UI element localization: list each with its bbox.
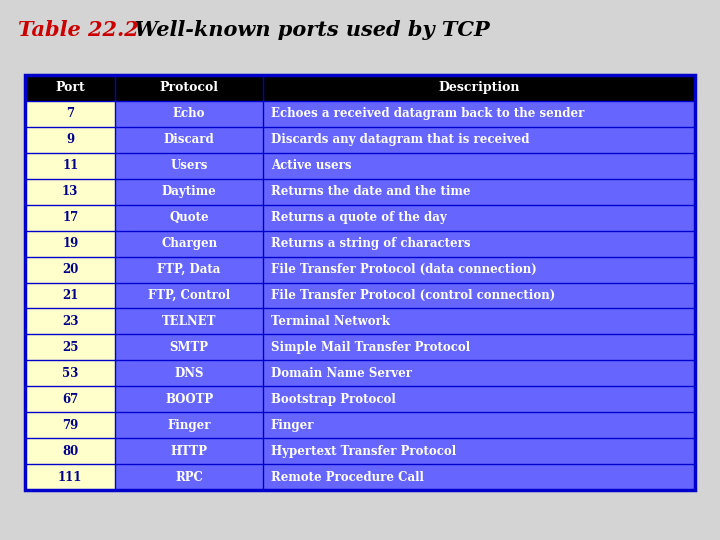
Bar bbox=[25, 256, 115, 282]
Text: FTP, Data: FTP, Data bbox=[158, 263, 221, 276]
Text: Returns a quote of the day: Returns a quote of the day bbox=[271, 211, 446, 224]
Bar bbox=[115, 205, 263, 231]
Text: Port: Port bbox=[55, 82, 85, 94]
Bar bbox=[25, 386, 115, 412]
Bar bbox=[25, 282, 115, 308]
Text: Finger: Finger bbox=[271, 418, 315, 431]
Text: Simple Mail Transfer Protocol: Simple Mail Transfer Protocol bbox=[271, 341, 470, 354]
Bar bbox=[25, 360, 115, 386]
Bar bbox=[25, 179, 115, 205]
Text: Finger: Finger bbox=[167, 418, 211, 431]
Bar bbox=[115, 282, 263, 308]
Text: Returns the date and the time: Returns the date and the time bbox=[271, 185, 470, 198]
Bar bbox=[115, 179, 263, 205]
Text: DNS: DNS bbox=[174, 367, 204, 380]
Bar bbox=[263, 231, 695, 256]
Text: Discards any datagram that is received: Discards any datagram that is received bbox=[271, 133, 529, 146]
Bar bbox=[263, 127, 695, 153]
Bar bbox=[25, 438, 115, 464]
Text: Discard: Discard bbox=[163, 133, 215, 146]
Bar bbox=[115, 334, 263, 360]
Bar bbox=[263, 101, 695, 127]
Bar bbox=[263, 179, 695, 205]
Bar bbox=[263, 205, 695, 231]
Text: HTTP: HTTP bbox=[171, 444, 207, 457]
Bar bbox=[25, 231, 115, 256]
Bar bbox=[25, 464, 115, 490]
Bar bbox=[263, 438, 695, 464]
Text: RPC: RPC bbox=[175, 470, 203, 483]
Bar bbox=[263, 153, 695, 179]
Text: 13: 13 bbox=[62, 185, 78, 198]
Bar bbox=[263, 386, 695, 412]
Bar bbox=[115, 256, 263, 282]
Bar bbox=[263, 464, 695, 490]
Bar bbox=[25, 101, 115, 127]
Text: File Transfer Protocol (control connection): File Transfer Protocol (control connecti… bbox=[271, 289, 555, 302]
Bar bbox=[25, 75, 695, 490]
Text: Daytime: Daytime bbox=[162, 185, 217, 198]
Bar bbox=[25, 75, 695, 101]
Bar bbox=[25, 153, 115, 179]
Bar bbox=[263, 256, 695, 282]
Bar bbox=[115, 464, 263, 490]
Text: Users: Users bbox=[171, 159, 208, 172]
Bar bbox=[263, 308, 695, 334]
Text: BOOTP: BOOTP bbox=[165, 393, 213, 406]
Text: 7: 7 bbox=[66, 107, 74, 120]
Bar bbox=[263, 360, 695, 386]
Text: Quote: Quote bbox=[169, 211, 209, 224]
Text: 80: 80 bbox=[62, 444, 78, 457]
Text: 19: 19 bbox=[62, 237, 78, 250]
Text: 23: 23 bbox=[62, 315, 78, 328]
Bar bbox=[263, 282, 695, 308]
Text: 17: 17 bbox=[62, 211, 78, 224]
Bar bbox=[115, 101, 263, 127]
Text: 79: 79 bbox=[62, 418, 78, 431]
Text: 11: 11 bbox=[62, 159, 78, 172]
Bar bbox=[115, 231, 263, 256]
Bar bbox=[25, 127, 115, 153]
Bar bbox=[115, 438, 263, 464]
Text: Table 22.2: Table 22.2 bbox=[18, 20, 139, 40]
Bar bbox=[25, 205, 115, 231]
Text: Returns a string of characters: Returns a string of characters bbox=[271, 237, 470, 250]
Bar bbox=[115, 360, 263, 386]
Bar bbox=[115, 153, 263, 179]
Text: 20: 20 bbox=[62, 263, 78, 276]
Text: 21: 21 bbox=[62, 289, 78, 302]
Bar bbox=[25, 334, 115, 360]
Text: Remote Procedure Call: Remote Procedure Call bbox=[271, 470, 424, 483]
Bar bbox=[115, 308, 263, 334]
Text: Protocol: Protocol bbox=[160, 82, 219, 94]
Text: Chargen: Chargen bbox=[161, 237, 217, 250]
Text: Hypertext Transfer Protocol: Hypertext Transfer Protocol bbox=[271, 444, 456, 457]
Bar bbox=[115, 127, 263, 153]
Text: FTP, Control: FTP, Control bbox=[148, 289, 230, 302]
Text: Domain Name Server: Domain Name Server bbox=[271, 367, 412, 380]
Text: Active users: Active users bbox=[271, 159, 351, 172]
Text: Echoes a received datagram back to the sender: Echoes a received datagram back to the s… bbox=[271, 107, 584, 120]
Text: Description: Description bbox=[438, 82, 520, 94]
Text: Bootstrap Protocol: Bootstrap Protocol bbox=[271, 393, 395, 406]
Bar bbox=[263, 412, 695, 438]
Text: 67: 67 bbox=[62, 393, 78, 406]
Text: 111: 111 bbox=[58, 470, 82, 483]
Text: 9: 9 bbox=[66, 133, 74, 146]
Bar bbox=[25, 308, 115, 334]
Text: Echo: Echo bbox=[173, 107, 205, 120]
Bar bbox=[115, 412, 263, 438]
Text: File Transfer Protocol (data connection): File Transfer Protocol (data connection) bbox=[271, 263, 536, 276]
Text: TELNET: TELNET bbox=[162, 315, 217, 328]
Bar bbox=[263, 334, 695, 360]
Bar bbox=[115, 386, 263, 412]
Text: 25: 25 bbox=[62, 341, 78, 354]
Bar bbox=[25, 412, 115, 438]
Text: 53: 53 bbox=[62, 367, 78, 380]
Text: Terminal Network: Terminal Network bbox=[271, 315, 390, 328]
Text: Well-known ports used by TCP: Well-known ports used by TCP bbox=[120, 20, 490, 40]
Text: SMTP: SMTP bbox=[170, 341, 209, 354]
